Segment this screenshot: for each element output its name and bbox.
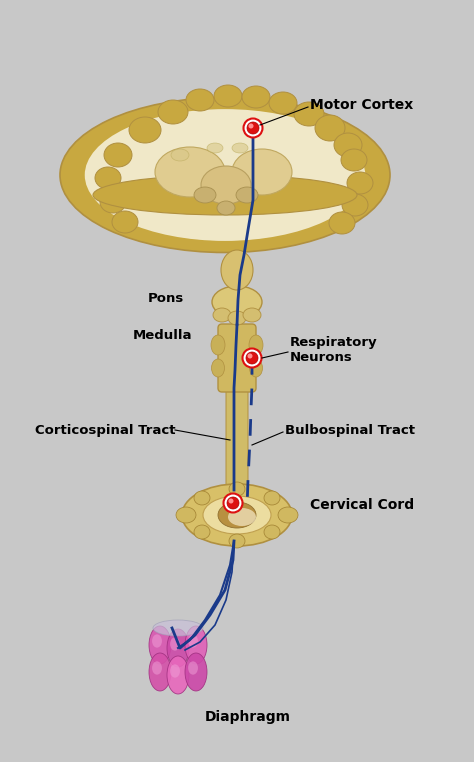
Text: Corticospinal Tract: Corticospinal Tract — [35, 424, 175, 437]
Ellipse shape — [176, 507, 196, 523]
Ellipse shape — [129, 117, 161, 143]
Ellipse shape — [228, 508, 256, 526]
Ellipse shape — [95, 167, 121, 189]
Circle shape — [247, 122, 259, 134]
Circle shape — [224, 494, 243, 513]
Text: Bulbospinal Tract: Bulbospinal Tract — [285, 424, 415, 437]
Ellipse shape — [229, 482, 245, 496]
Ellipse shape — [170, 637, 180, 651]
Ellipse shape — [149, 653, 171, 691]
Circle shape — [244, 119, 263, 137]
Ellipse shape — [171, 149, 189, 161]
Circle shape — [248, 123, 254, 129]
Ellipse shape — [112, 211, 138, 233]
Ellipse shape — [264, 525, 280, 539]
Ellipse shape — [152, 661, 162, 674]
Ellipse shape — [232, 143, 248, 153]
Ellipse shape — [232, 149, 292, 195]
Circle shape — [243, 348, 262, 367]
Ellipse shape — [60, 98, 390, 252]
Ellipse shape — [294, 102, 324, 126]
Ellipse shape — [214, 85, 242, 107]
FancyBboxPatch shape — [218, 324, 256, 392]
Ellipse shape — [194, 187, 216, 203]
Ellipse shape — [158, 100, 188, 124]
Circle shape — [246, 352, 258, 364]
Ellipse shape — [194, 491, 210, 505]
Ellipse shape — [182, 484, 292, 546]
Ellipse shape — [249, 359, 263, 377]
Ellipse shape — [334, 133, 362, 157]
Ellipse shape — [104, 143, 132, 167]
Ellipse shape — [221, 250, 253, 290]
Ellipse shape — [100, 191, 126, 213]
Text: Motor Cortex: Motor Cortex — [310, 98, 413, 112]
Ellipse shape — [201, 166, 251, 204]
Ellipse shape — [229, 534, 245, 548]
Ellipse shape — [185, 626, 207, 664]
Ellipse shape — [194, 525, 210, 539]
Ellipse shape — [211, 335, 225, 355]
Circle shape — [227, 497, 239, 509]
Text: Medulla: Medulla — [133, 328, 192, 341]
Ellipse shape — [152, 634, 162, 648]
Ellipse shape — [249, 335, 263, 355]
Ellipse shape — [329, 212, 355, 234]
Ellipse shape — [236, 187, 258, 203]
Ellipse shape — [85, 109, 365, 241]
Ellipse shape — [155, 147, 225, 197]
Ellipse shape — [269, 92, 297, 114]
Circle shape — [247, 354, 253, 358]
Ellipse shape — [315, 115, 345, 141]
Text: Pons: Pons — [148, 292, 184, 305]
Ellipse shape — [211, 359, 225, 377]
Circle shape — [228, 498, 234, 504]
Ellipse shape — [341, 149, 367, 171]
Ellipse shape — [203, 496, 271, 534]
Ellipse shape — [185, 653, 207, 691]
Ellipse shape — [342, 194, 368, 216]
Ellipse shape — [93, 175, 357, 215]
Text: Diaphragm: Diaphragm — [205, 710, 291, 724]
Ellipse shape — [212, 286, 262, 318]
Ellipse shape — [217, 201, 235, 215]
Ellipse shape — [264, 491, 280, 505]
Ellipse shape — [167, 656, 189, 694]
Ellipse shape — [243, 308, 261, 322]
Ellipse shape — [149, 626, 171, 664]
Ellipse shape — [96, 120, 354, 241]
Text: Respiratory
Neurons: Respiratory Neurons — [290, 336, 378, 364]
Ellipse shape — [186, 89, 214, 111]
Ellipse shape — [242, 86, 270, 108]
Ellipse shape — [347, 172, 373, 194]
Ellipse shape — [213, 308, 231, 322]
Ellipse shape — [218, 502, 256, 528]
Ellipse shape — [207, 143, 223, 153]
FancyBboxPatch shape — [226, 385, 248, 499]
Ellipse shape — [228, 311, 246, 325]
Ellipse shape — [170, 664, 180, 677]
Ellipse shape — [278, 507, 298, 523]
Ellipse shape — [188, 634, 198, 648]
Text: Cervical Cord: Cervical Cord — [310, 498, 414, 512]
Ellipse shape — [167, 629, 189, 667]
Ellipse shape — [153, 620, 203, 636]
Ellipse shape — [188, 661, 198, 674]
